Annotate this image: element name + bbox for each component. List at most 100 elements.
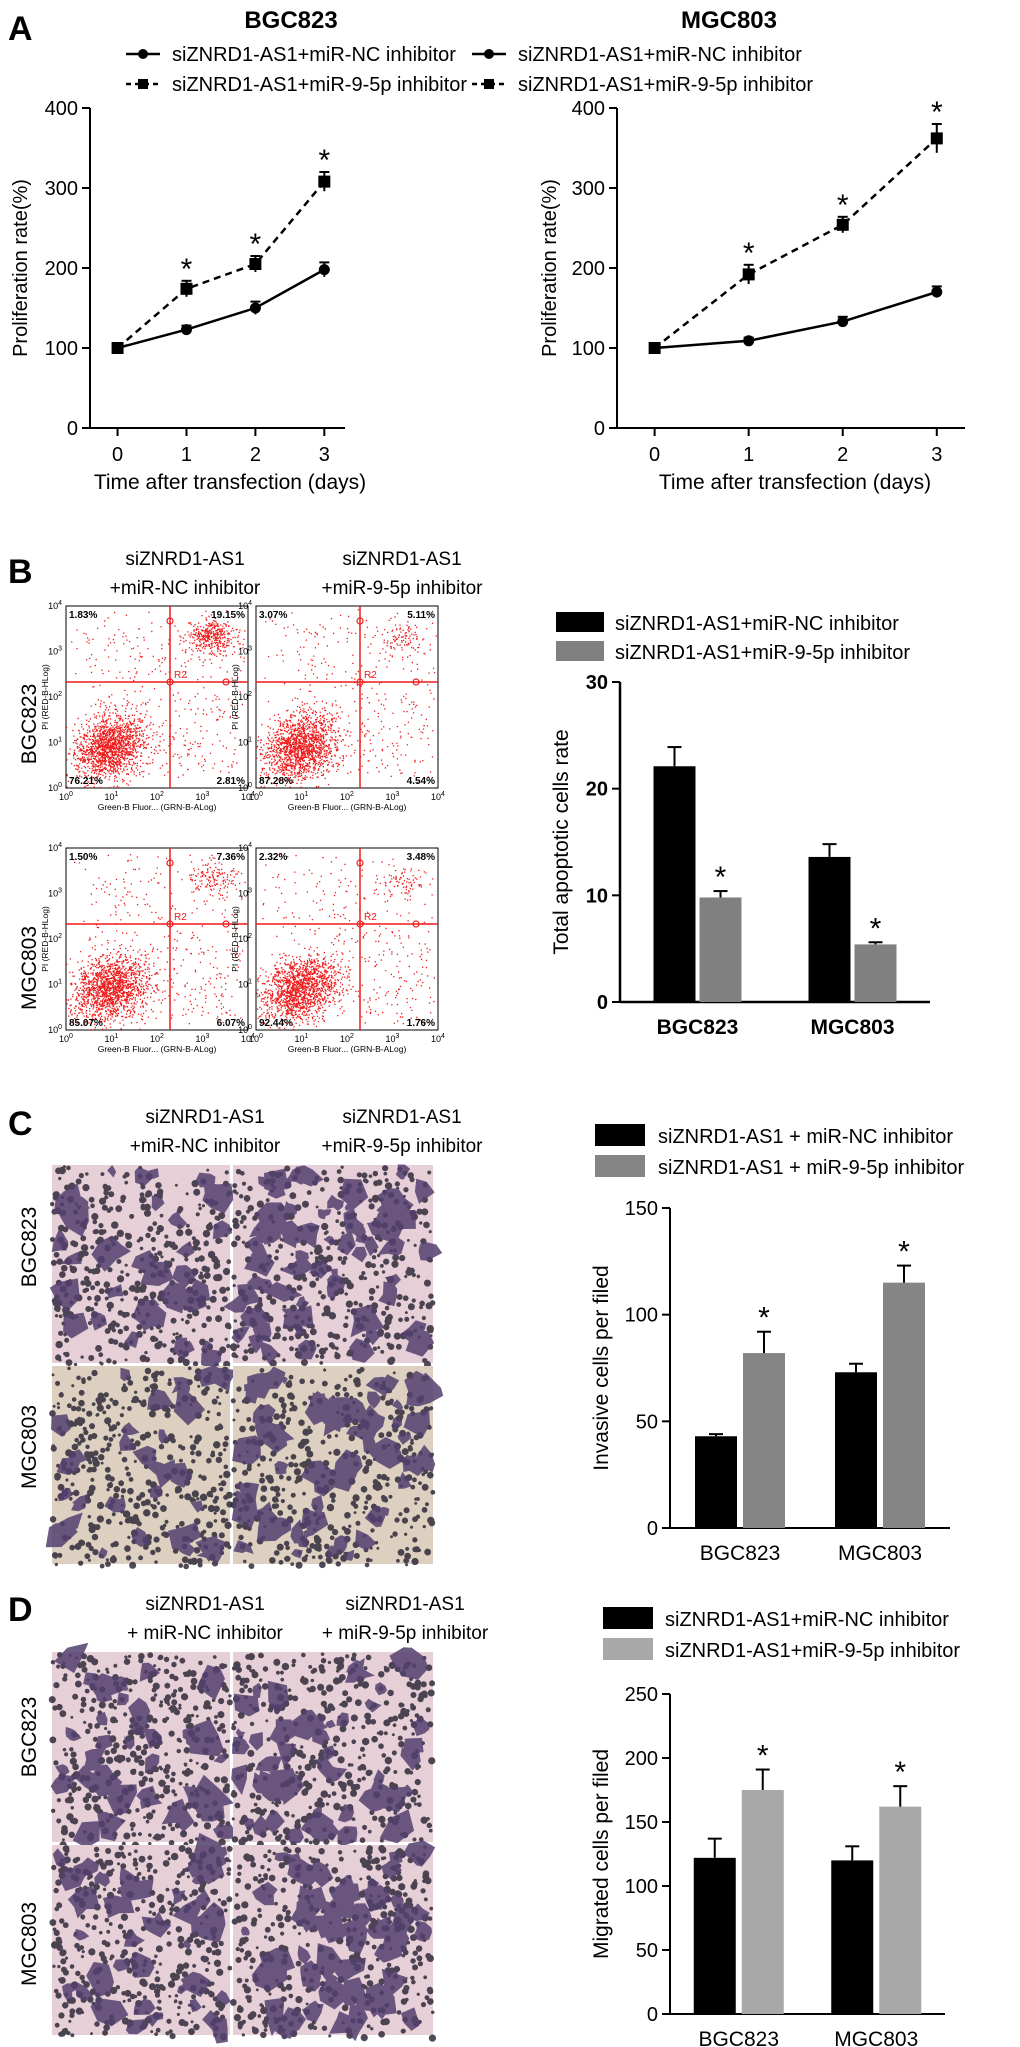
quadrant-lr-percent: 1.76% <box>407 1018 435 1029</box>
x-tick-label: 3 <box>319 444 330 466</box>
row-label-b-mgc803: MGC803 <box>18 926 41 1010</box>
col-header-c-nc-line1: siZNRD1-AS1 <box>145 1107 264 1128</box>
panel-d: siZNRD1-AS1 + miR-NC inhibitor siZNRD1-A… <box>18 1594 960 2047</box>
y-tick-label: 100 <box>238 782 252 793</box>
y-tick-label: 100 <box>48 1024 62 1035</box>
x-tick-label: 101 <box>105 791 119 802</box>
x-tick-exponent: 1 <box>115 791 119 798</box>
y-axis-label: Invasive cells per filed <box>590 1265 613 1470</box>
micrograph-cells <box>231 1647 430 1847</box>
panel-b: siZNRD1-AS1 +miR-NC inhibitor siZNRD1-AS… <box>18 549 930 1054</box>
bar-chart-c: Invasive cells per filed 0 50 100 150 BGC823… <box>590 1198 950 1565</box>
y-tick-label: 102 <box>48 933 62 944</box>
y-tick-label: 200 <box>625 1748 658 1770</box>
x-tick-label: 103 <box>386 1033 400 1044</box>
x-tick-label: 104 <box>431 1033 445 1044</box>
x-tick-exponent: 0 <box>259 1033 263 1040</box>
flow-plot-frame <box>65 847 249 1031</box>
micrograph-cells <box>50 1642 240 1848</box>
data-point-circle <box>318 264 330 276</box>
x-category-label: BGC823 <box>700 1542 781 1565</box>
legend-label-nc: siZNRD1-AS1+miR-NC inhibitor <box>172 44 456 66</box>
micrograph-c-bgc823-mir95p <box>223 1164 443 1368</box>
x-tick-exponent: 3 <box>396 791 400 798</box>
chart-title-bgc823: BGC823 <box>244 7 337 34</box>
x-tick-label: 0 <box>649 444 660 466</box>
col-header-c-mir-line2: +miR-9-5p inhibitor <box>321 1136 483 1157</box>
y-axis-label: Proliferation rate(%) <box>539 179 561 357</box>
data-point-square <box>318 175 331 188</box>
x-tick-exponent: 4 <box>251 1033 255 1040</box>
x-tick-label: 102 <box>340 791 354 802</box>
flow-dots <box>66 610 246 788</box>
quadrant-ur-percent: 3.48% <box>407 852 435 863</box>
legend-c: siZNRD1-AS1 + miR-NC inhibitor siZNRD1-A… <box>595 1124 965 1179</box>
data-point-square <box>836 218 849 231</box>
quadrant-ul-percent: 1.83% <box>69 610 97 621</box>
flow-y-label: PI (RED-B-HLog) <box>230 664 240 730</box>
y-tick-label: 0 <box>594 418 605 440</box>
flow-x-label: Green-B Fluor... (GRN-B-ALog) <box>288 802 407 812</box>
bar-nc <box>653 766 696 1002</box>
y-tick-exponent: 3 <box>248 888 252 895</box>
bar-mir95p <box>854 944 897 1002</box>
y-axis-label: Proliferation rate(%) <box>10 179 32 357</box>
y-tick-label: 100 <box>45 338 78 360</box>
y-tick-label: 101 <box>48 979 62 990</box>
panel-c: siZNRD1-AS1 +miR-NC inhibitor siZNRD1-AS… <box>18 1107 965 1570</box>
bar-nc <box>695 1436 737 1528</box>
y-tick-label: 101 <box>238 979 252 990</box>
quadrant-lr-percent: 2.81% <box>217 776 245 787</box>
legend-swatch-mir95p <box>595 1155 645 1177</box>
panel-label-c: C <box>8 1105 33 1143</box>
legend-marker-square <box>138 79 148 89</box>
x-tick-label: 104 <box>431 791 445 802</box>
x-tick-exponent: 0 <box>69 1033 73 1040</box>
x-tick-label: 101 <box>295 1033 309 1044</box>
panel-label-d: D <box>8 1591 33 1629</box>
quadrant-ur-percent: 7.36% <box>217 852 245 863</box>
legend-marker-square <box>484 79 494 89</box>
y-tick-exponent: 4 <box>248 842 252 849</box>
micrograph-cells <box>45 1364 238 1565</box>
col-header-b-mir-line2: +miR-9-5p inhibitor <box>321 578 483 599</box>
y-tick-exponent: 3 <box>58 888 62 895</box>
series-line-mir95p <box>653 137 938 349</box>
flow-cytometry-plots: R21.83% 19.15%76.21% 2.81%1001001011011021… <box>40 600 445 1054</box>
bar-mir95p <box>741 1790 784 2014</box>
y-tick-label: 50 <box>636 1411 658 1433</box>
quadrant-lr-percent: 6.07% <box>217 1018 245 1029</box>
y-tick-label: 150 <box>625 1198 658 1220</box>
col-header-d-nc-line1: siZNRD1-AS1 <box>145 1594 264 1615</box>
y-tick-label: 100 <box>48 782 62 793</box>
y-tick-label: 150 <box>625 1812 658 1834</box>
gate-handle <box>166 859 174 867</box>
x-tick-label: 1 <box>181 444 192 466</box>
bar-mir95p <box>883 1282 925 1528</box>
micrograph-cells <box>52 1832 231 2044</box>
y-axis-label: Migrated cells per filed <box>590 1749 613 1959</box>
legend-marker-circle <box>484 49 494 59</box>
legend-label-mir95p: siZNRD1-AS1+miR-9-5p inhibitor <box>665 1640 960 1662</box>
y-tick-label: 300 <box>572 178 605 200</box>
y-tick-exponent: 0 <box>248 1024 252 1031</box>
y-tick-exponent: 2 <box>58 933 62 940</box>
bar-mir95p <box>743 1353 785 1528</box>
y-tick-exponent: 2 <box>248 933 252 940</box>
migration-micrographs <box>48 1642 437 2044</box>
x-tick-exponent: 4 <box>251 791 255 798</box>
significance-marker: * <box>837 189 849 222</box>
y-tick-label: 103 <box>48 646 62 657</box>
legend-label-nc: siZNRD1-AS1+miR-NC inhibitor <box>665 1609 949 1631</box>
x-category-label: BGC823 <box>698 2028 779 2047</box>
x-tick-label: 101 <box>295 791 309 802</box>
x-tick-exponent: 3 <box>206 791 210 798</box>
series-line-nc <box>654 290 938 350</box>
y-tick-exponent: 0 <box>58 1024 62 1031</box>
x-category-label: MGC803 <box>834 2028 918 2047</box>
gate-handle <box>166 920 174 928</box>
gate-label: R2 <box>364 912 377 923</box>
gate-handle <box>356 617 364 625</box>
y-tick-label: 10 <box>586 885 608 907</box>
data-point-circle <box>931 286 943 298</box>
